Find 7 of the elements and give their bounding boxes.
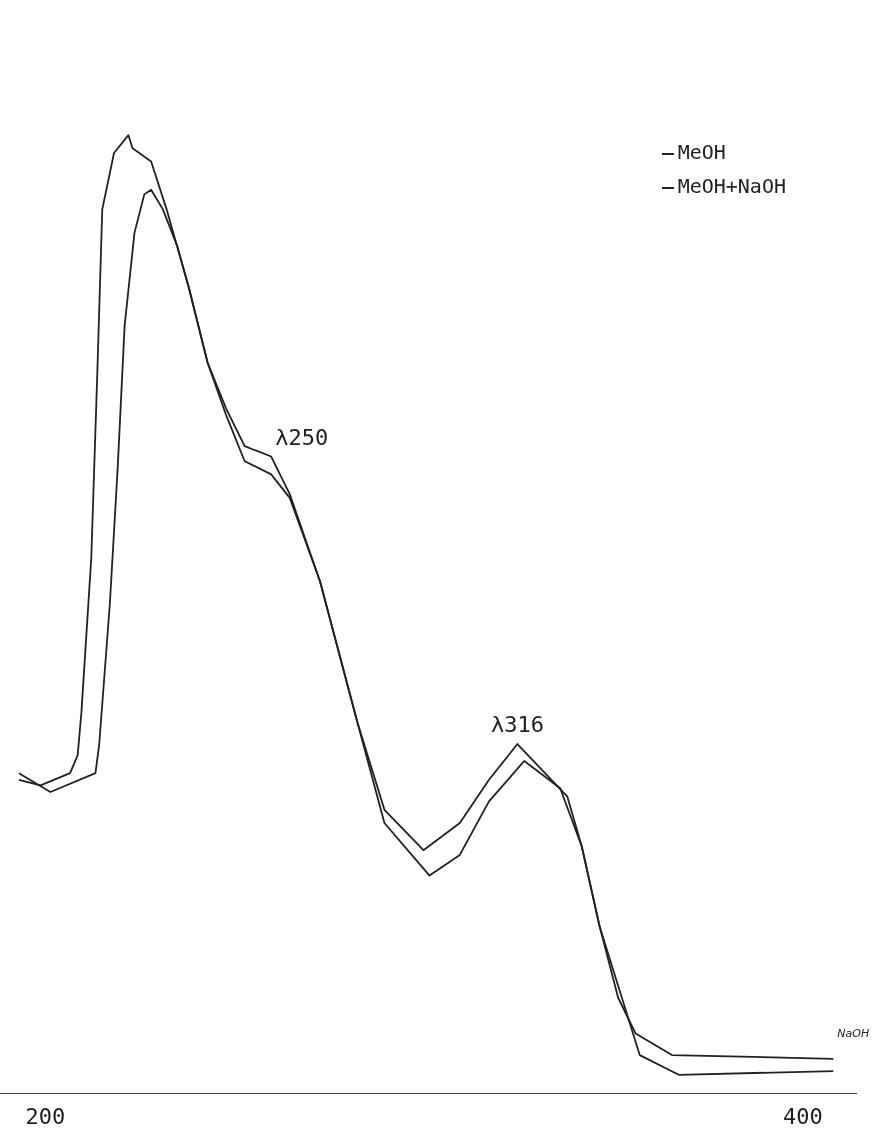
x-tick-label: 400 <box>783 1103 823 1129</box>
annotation: λ316 <box>490 712 544 738</box>
x-tick-label: 200 <box>25 1103 66 1129</box>
legend-label: MeOH+NaOH <box>677 174 786 198</box>
legend-label: MeOH <box>677 140 726 164</box>
annotation: NaOH <box>837 1026 870 1040</box>
annotation: λ250 <box>275 424 329 450</box>
